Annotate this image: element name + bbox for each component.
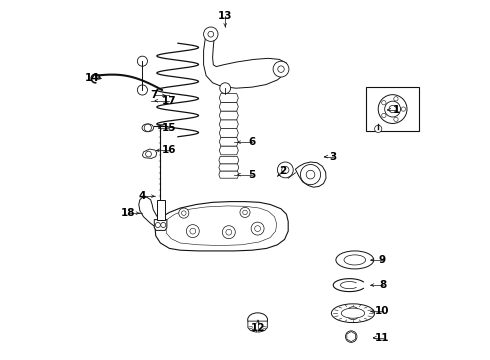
- Circle shape: [278, 66, 284, 72]
- Circle shape: [394, 117, 398, 122]
- Polygon shape: [220, 94, 238, 102]
- Polygon shape: [220, 111, 238, 120]
- Text: 8: 8: [379, 280, 386, 290]
- Polygon shape: [220, 102, 238, 111]
- Text: 10: 10: [375, 306, 390, 316]
- Circle shape: [146, 151, 151, 157]
- Circle shape: [240, 207, 250, 217]
- Circle shape: [282, 166, 289, 174]
- Circle shape: [300, 165, 320, 185]
- Ellipse shape: [336, 251, 374, 269]
- Circle shape: [186, 225, 199, 238]
- Polygon shape: [220, 129, 238, 137]
- Ellipse shape: [342, 308, 365, 318]
- Circle shape: [306, 170, 315, 179]
- Circle shape: [394, 96, 398, 101]
- Text: 7: 7: [150, 90, 158, 100]
- Circle shape: [161, 222, 166, 228]
- Polygon shape: [220, 137, 238, 146]
- Polygon shape: [154, 220, 167, 230]
- FancyBboxPatch shape: [367, 87, 419, 131]
- Text: 18: 18: [121, 208, 135, 218]
- Circle shape: [137, 56, 147, 66]
- Text: 4: 4: [139, 191, 146, 201]
- Circle shape: [382, 100, 386, 105]
- Circle shape: [255, 226, 261, 231]
- Ellipse shape: [142, 124, 153, 132]
- Text: 3: 3: [330, 152, 337, 162]
- Text: 13: 13: [218, 11, 232, 21]
- Text: 2: 2: [279, 166, 287, 176]
- Polygon shape: [155, 202, 288, 251]
- Circle shape: [243, 210, 247, 215]
- Circle shape: [144, 124, 151, 131]
- Text: 16: 16: [162, 145, 177, 156]
- Text: 9: 9: [379, 255, 386, 265]
- Circle shape: [220, 83, 231, 94]
- Text: 12: 12: [251, 323, 265, 333]
- Circle shape: [251, 222, 264, 235]
- Circle shape: [382, 113, 386, 118]
- Circle shape: [208, 31, 214, 37]
- Circle shape: [137, 85, 147, 95]
- Polygon shape: [219, 164, 239, 171]
- Circle shape: [204, 27, 218, 41]
- Text: 15: 15: [162, 123, 177, 133]
- Polygon shape: [220, 120, 238, 129]
- FancyBboxPatch shape: [157, 200, 165, 220]
- Polygon shape: [204, 29, 288, 88]
- Ellipse shape: [344, 255, 366, 265]
- Text: 17: 17: [162, 96, 177, 106]
- Polygon shape: [347, 332, 356, 342]
- Circle shape: [345, 331, 357, 342]
- Circle shape: [401, 107, 406, 111]
- Text: 6: 6: [248, 137, 256, 147]
- Text: 1: 1: [392, 105, 400, 115]
- Circle shape: [273, 61, 289, 77]
- Text: 14: 14: [85, 73, 99, 84]
- Circle shape: [378, 95, 407, 123]
- Circle shape: [226, 229, 232, 235]
- Polygon shape: [219, 171, 239, 178]
- Circle shape: [190, 228, 196, 234]
- Circle shape: [155, 222, 160, 228]
- Circle shape: [222, 226, 235, 239]
- Circle shape: [181, 211, 186, 215]
- Circle shape: [385, 101, 400, 117]
- Circle shape: [389, 105, 396, 113]
- Polygon shape: [139, 197, 160, 227]
- Polygon shape: [248, 321, 268, 332]
- Polygon shape: [295, 162, 326, 187]
- Text: 5: 5: [248, 170, 256, 180]
- Circle shape: [346, 307, 360, 320]
- Polygon shape: [143, 149, 157, 158]
- Polygon shape: [220, 146, 238, 155]
- Text: 11: 11: [375, 333, 390, 343]
- Ellipse shape: [248, 313, 268, 327]
- Circle shape: [374, 125, 382, 132]
- Circle shape: [179, 208, 189, 218]
- Circle shape: [277, 162, 293, 178]
- Polygon shape: [219, 157, 239, 164]
- Ellipse shape: [331, 304, 374, 323]
